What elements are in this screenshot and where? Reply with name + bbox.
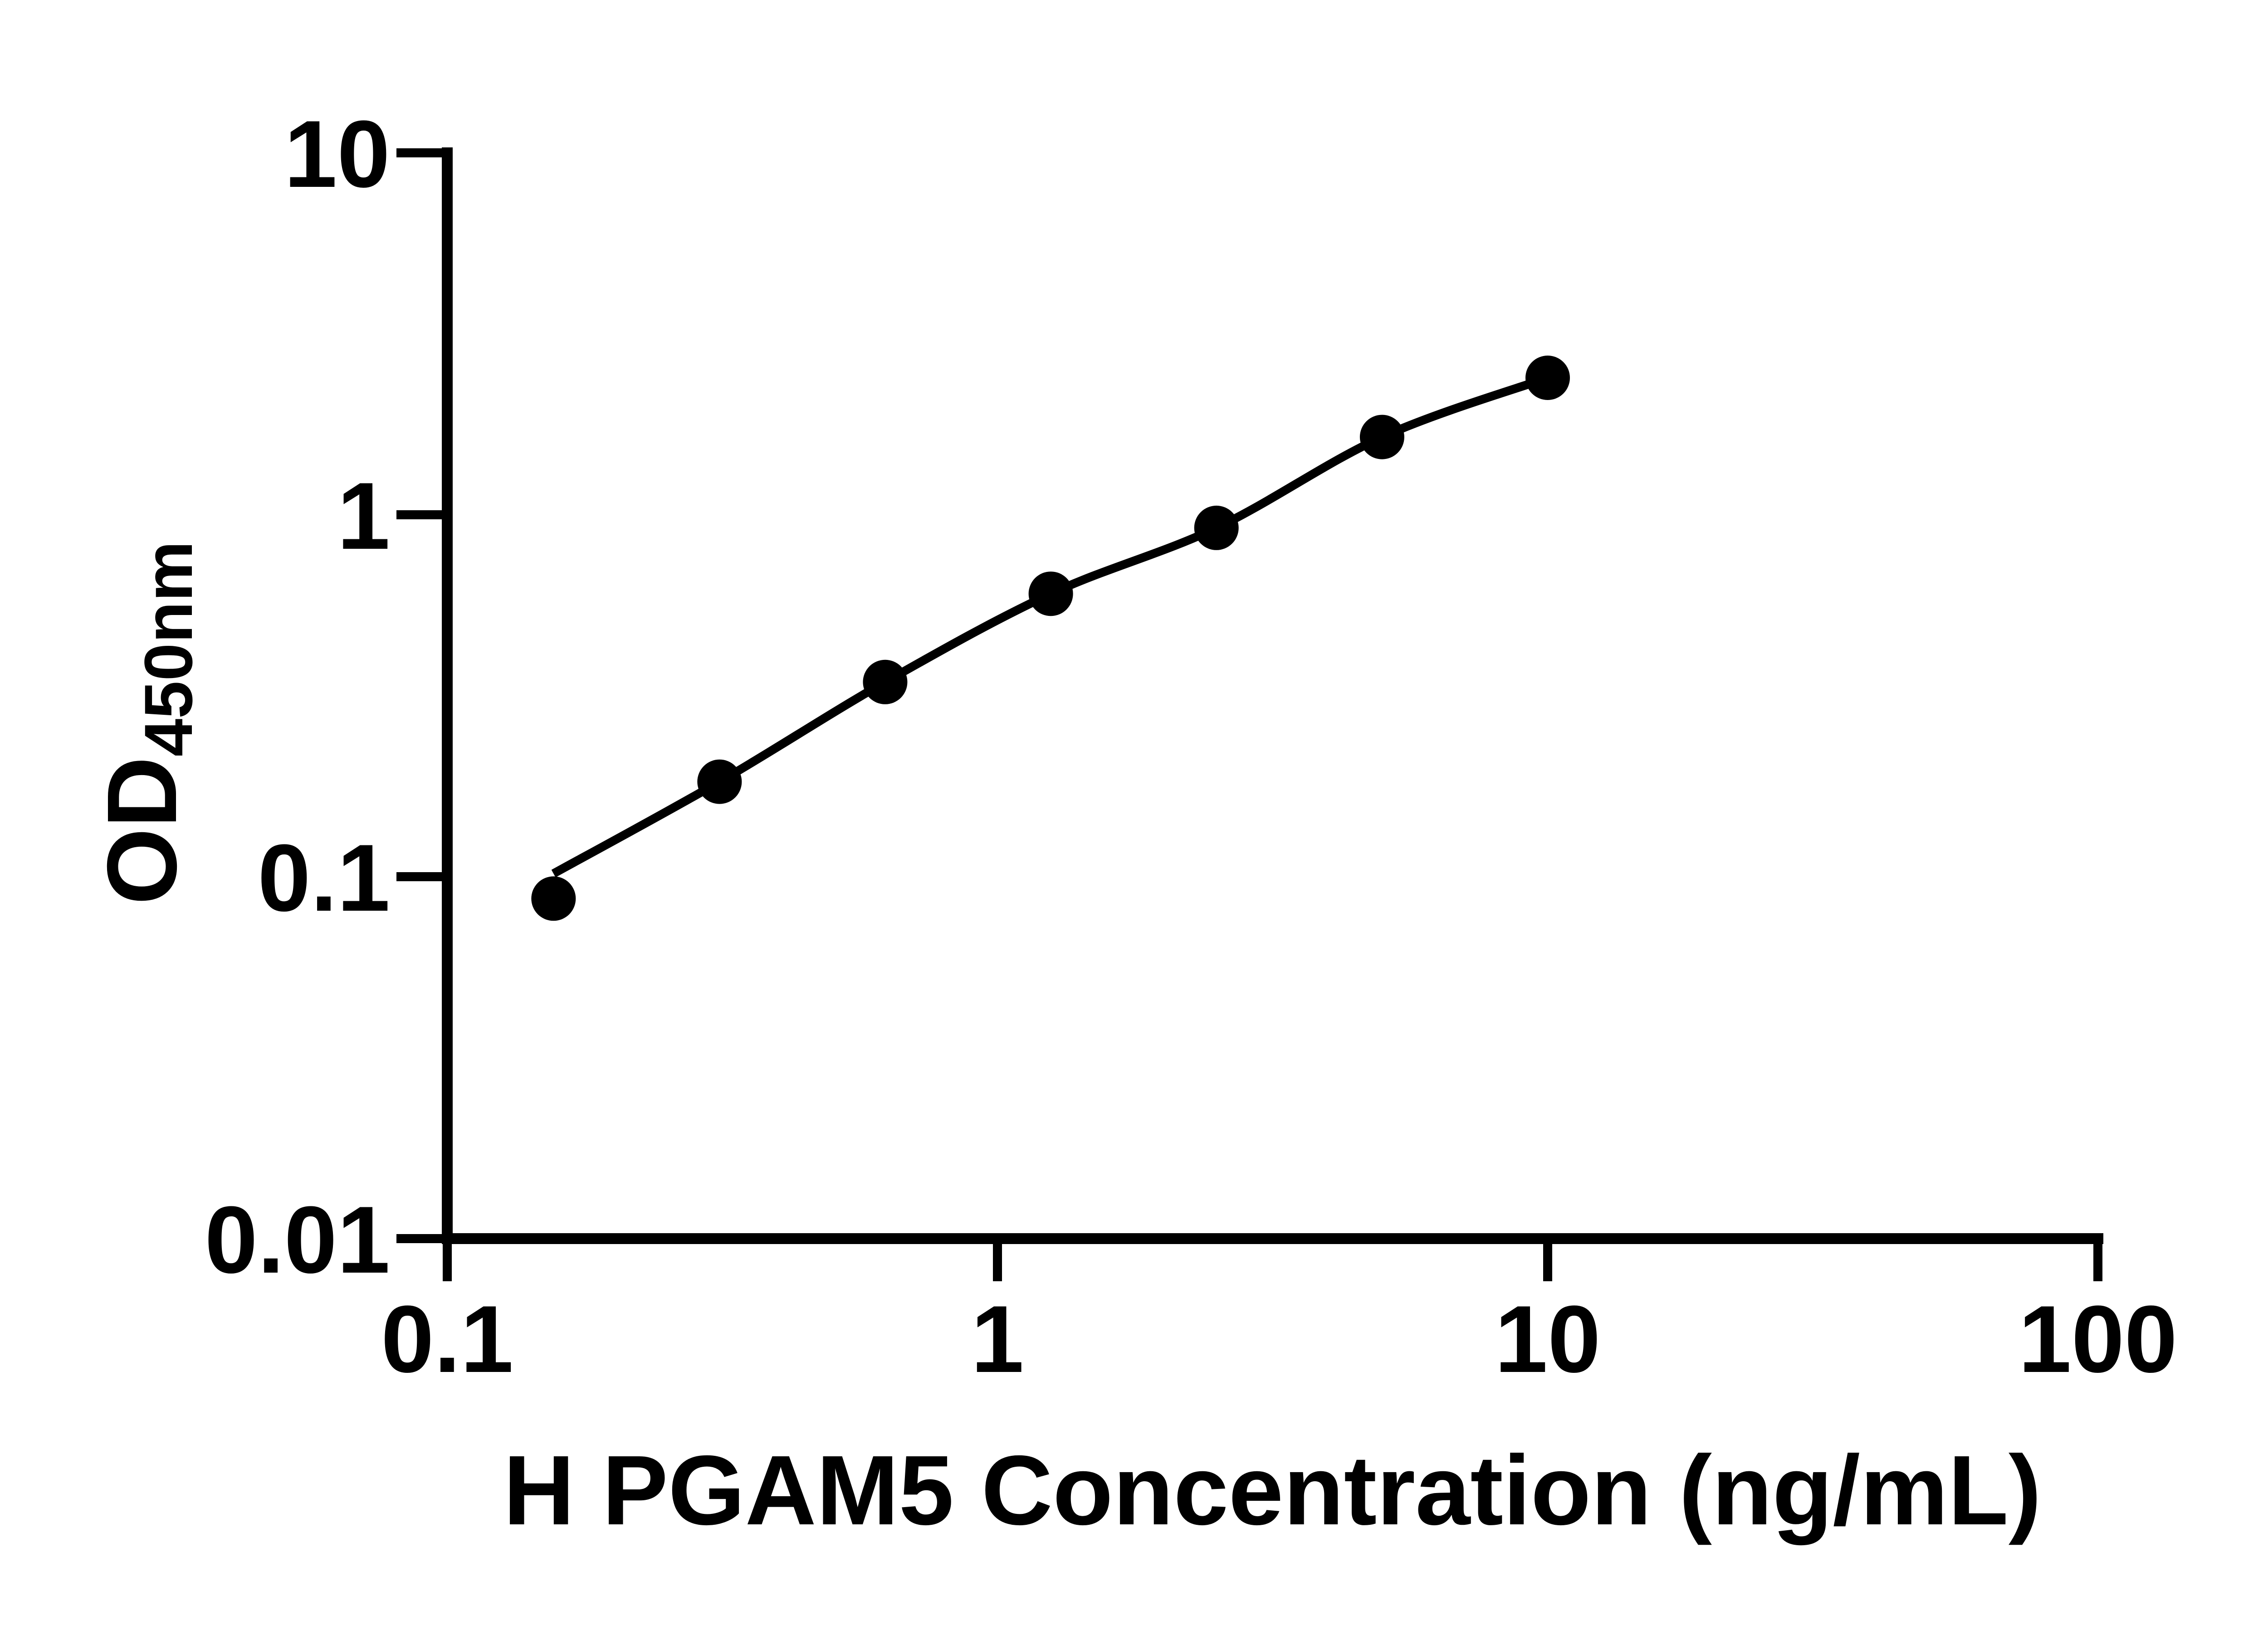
y-tick-label-0.1: 0.1 bbox=[258, 825, 390, 931]
standard-curve-line bbox=[551, 374, 1549, 878]
data-point-3 bbox=[863, 659, 908, 704]
y-axis-title: OD450nm bbox=[87, 541, 206, 905]
data-point-2 bbox=[697, 759, 742, 804]
x-tick-label-0.1: 0.1 bbox=[381, 1286, 513, 1392]
x-tick-label-100: 100 bbox=[2019, 1286, 2177, 1392]
y-tick-label-10: 10 bbox=[284, 101, 390, 207]
data-point-4 bbox=[1028, 571, 1073, 616]
y-axis-title-subscript: 450nm bbox=[130, 541, 206, 756]
data-point-7 bbox=[1525, 356, 1570, 400]
data-point-6 bbox=[1359, 415, 1404, 459]
x-tick-label-1: 1 bbox=[971, 1286, 1024, 1392]
y-axis-title-base: OD bbox=[87, 756, 197, 905]
y-tick-label-0.01: 0.01 bbox=[205, 1186, 390, 1293]
data-point-1 bbox=[531, 876, 576, 921]
x-tick-label-10: 10 bbox=[1495, 1286, 1601, 1392]
y-tick-label-1: 1 bbox=[337, 463, 390, 569]
data-point-5 bbox=[1194, 505, 1239, 550]
x-axis-title: H PGAM5 Concentration (ng/mL) bbox=[503, 1435, 2041, 1546]
